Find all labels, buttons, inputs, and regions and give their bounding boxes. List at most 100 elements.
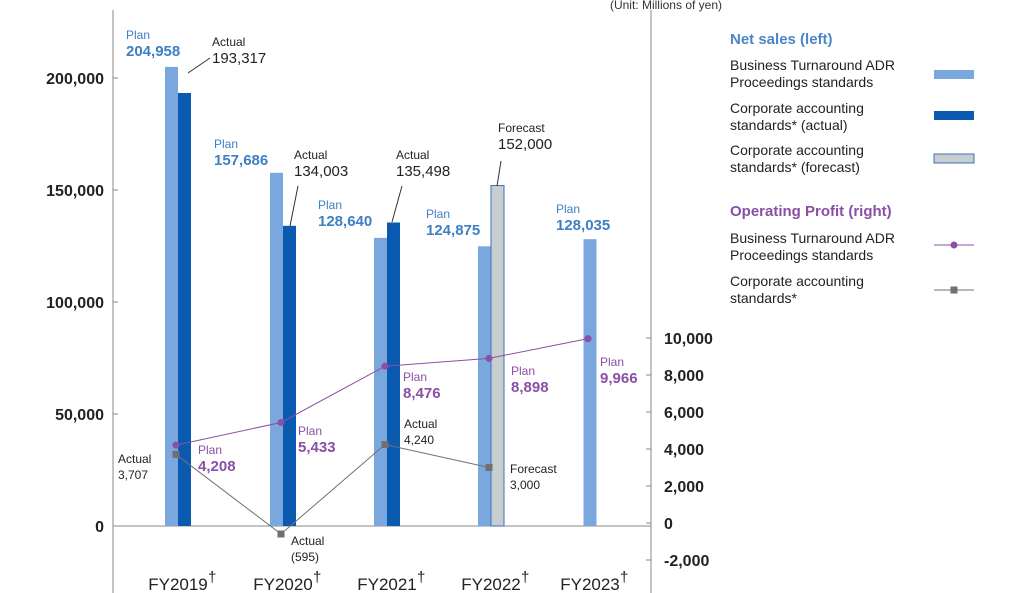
legend: Net sales (left) Operating Profit (right)… — [730, 31, 975, 306]
data-label-value: 157,686 — [214, 152, 268, 169]
left-tick-label: 50,000 — [55, 407, 104, 424]
right-tick-label: 0 — [664, 516, 673, 533]
data-label-value: 4,240 — [404, 433, 434, 447]
legend-entry-line1: Corporate accounting — [730, 273, 864, 289]
legend-entry-line1: Corporate accounting — [730, 142, 864, 158]
data-label-prefix: Actual — [212, 35, 245, 49]
legend-entry-line2: Proceedings standards — [730, 74, 873, 90]
data-label-value: 124,875 — [426, 222, 480, 239]
legend-entry-line1: Business Turnaround ADR — [730, 230, 895, 246]
bar-fy2019-s1 — [178, 92, 191, 527]
dagger-mark: † — [521, 569, 529, 586]
legend-title-net-sales: Net sales (left) — [730, 31, 833, 48]
data-label-value: (595) — [291, 550, 319, 564]
bar-fy2023-s0 — [583, 239, 597, 526]
data-label-prefix: Plan — [600, 355, 624, 369]
left-tick-label: 100,000 — [46, 295, 104, 312]
data-label-prefix: Plan — [298, 424, 322, 438]
data-label-prefix: Plan — [126, 28, 150, 42]
left-tick-label: 200,000 — [46, 71, 104, 88]
leader-line — [289, 185, 299, 227]
dagger-mark: † — [313, 569, 321, 586]
data-label-value: 152,000 — [498, 136, 552, 153]
marker-point — [381, 362, 389, 370]
category-labels: FY2019 † FY2020 † FY2021 † FY2022 † FY2023 † — [148, 569, 628, 593]
axes: 0 50,000 100,000 150,000 200,000 -2,000 0 2,000… — [46, 10, 713, 593]
data-label-value: 5,433 — [298, 439, 336, 456]
bar-fy2022-s0 — [478, 246, 491, 526]
legend-entry-line2: Proceedings standards — [730, 247, 873, 263]
marker-point — [172, 450, 180, 458]
data-label-value: 4,208 — [198, 458, 236, 475]
legend-entry-line1: Corporate accounting — [730, 100, 864, 116]
op-lines — [172, 335, 592, 538]
category-label-fy2019: FY2019 — [148, 575, 208, 593]
data-label-prefix: Actual — [118, 452, 151, 466]
left-tick-label: 150,000 — [46, 183, 104, 200]
marker-point — [584, 335, 592, 343]
category-label-fy2023: FY2023 — [560, 575, 620, 593]
legend-entry-line1: Business Turnaround ADR — [730, 57, 895, 73]
marker-point — [381, 441, 389, 449]
data-label-value: 3,000 — [510, 478, 540, 492]
right-tick-label: 6,000 — [664, 405, 704, 422]
data-label-value: 8,476 — [403, 385, 441, 402]
data-label-value: 193,317 — [212, 50, 266, 67]
category-label-fy2022: FY2022 — [461, 575, 521, 593]
data-label-prefix: Forecast — [510, 462, 557, 476]
marker-point — [172, 441, 180, 449]
leader-line — [187, 57, 211, 74]
bar-fy2020-s1 — [283, 225, 296, 526]
bar-fy2021-s0 — [374, 237, 387, 526]
bar-fy2019-s0 — [165, 66, 178, 527]
legend-entry-line2: standards* — [730, 290, 797, 306]
category-label-fy2021: FY2021 — [357, 575, 417, 593]
data-label-value: 134,003 — [294, 163, 348, 180]
legend-entry-line2: standards* (forecast) — [730, 159, 860, 175]
data-label-prefix: Plan — [556, 202, 580, 216]
data-label-prefix: Actual — [291, 534, 324, 548]
marker-point — [277, 418, 285, 426]
legend-swatch-actual-marker — [950, 286, 958, 294]
marker-point — [485, 464, 493, 471]
data-label-prefix: Actual — [294, 148, 327, 162]
legend-swatch-forecast-bar — [933, 153, 975, 164]
legend-swatch-actual-bar — [934, 111, 974, 120]
bar-fy2021-s1 — [387, 222, 400, 526]
leader-line — [496, 160, 502, 187]
data-label-prefix: Plan — [318, 198, 342, 212]
left-tick-label: 0 — [95, 519, 104, 536]
data-label-prefix: Plan — [511, 364, 535, 378]
legend-swatch-plan-marker — [950, 241, 958, 249]
data-label-prefix: Plan — [198, 443, 222, 457]
legend-entry-line2: standards* (actual) — [730, 117, 848, 133]
category-label-fy2020: FY2020 — [253, 575, 313, 593]
legend-swatch-plan-bar — [934, 70, 974, 79]
data-label-value: 204,958 — [126, 43, 180, 60]
data-label-prefix: Plan — [426, 207, 450, 221]
bars — [165, 66, 597, 527]
data-label-prefix: Plan — [403, 370, 427, 384]
data-label-value: 135,498 — [396, 163, 450, 180]
data-label-prefix: Forecast — [498, 121, 545, 135]
data-label-value: 3,707 — [118, 468, 148, 482]
right-tick-label: 8,000 — [664, 368, 704, 385]
data-label-value: 128,640 — [318, 213, 372, 230]
leader-line — [391, 185, 403, 223]
marker-point — [485, 354, 493, 362]
data-label-value: 8,898 — [511, 379, 549, 396]
dagger-mark: † — [208, 569, 216, 586]
data-label-value: 128,035 — [556, 217, 610, 234]
data-label-value: 9,966 — [600, 370, 638, 387]
dagger-mark: † — [417, 569, 425, 586]
unit-note: (Unit: Millions of yen) — [610, 0, 722, 12]
marker-point — [277, 530, 285, 538]
bar-fy2020-s0 — [270, 172, 283, 526]
right-tick-label: 4,000 — [664, 442, 704, 459]
right-tick-label: -2,000 — [664, 553, 709, 570]
data-label-prefix: Actual — [404, 417, 437, 431]
legend-title-operating-profit: Operating Profit (right) — [730, 203, 892, 220]
right-tick-label: 10,000 — [664, 331, 713, 348]
